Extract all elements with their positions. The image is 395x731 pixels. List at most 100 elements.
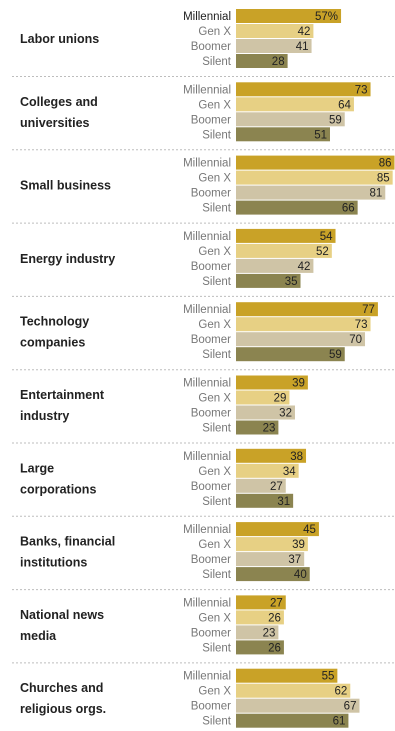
value-label-large-corporations-gen-x: 34 xyxy=(283,466,296,478)
value-label-colleges-and-universities-silent: 51 xyxy=(314,129,327,141)
value-label-labor-unions-silent: 28 xyxy=(272,56,285,68)
bar-small-business-millennial xyxy=(236,155,395,170)
bar-small-business-silent xyxy=(236,200,358,215)
generation-label-energy-industry-silent: Silent xyxy=(202,276,232,288)
institution-label-technology-companies-line1: Technology xyxy=(20,315,89,329)
bar-banks-financial-institutions-millennial xyxy=(236,522,319,537)
institution-label-banks-financial-institutions-line1: Banks, financial xyxy=(20,535,115,549)
bar-technology-companies-gen-x xyxy=(236,317,371,332)
bar-entertainment-industry-gen-x xyxy=(236,390,290,405)
value-label-colleges-and-universities-boomer: 59 xyxy=(329,114,342,126)
value-label-national-news-media-gen-x: 26 xyxy=(268,612,281,624)
value-label-banks-financial-institutions-millennial: 45 xyxy=(303,524,316,536)
bar-colleges-and-universities-gen-x xyxy=(236,97,354,112)
value-label-small-business-millennial: 86 xyxy=(379,158,392,170)
generation-label-national-news-media-boomer: Boomer xyxy=(191,627,231,639)
institution-label-colleges-and-universities-line2: universities xyxy=(20,116,90,130)
institution-label-labor-unions: Labor unions xyxy=(20,32,99,46)
value-label-colleges-and-universities-gen-x: 64 xyxy=(338,99,351,111)
bar-technology-companies-boomer xyxy=(236,332,366,347)
bar-national-news-media-millennial xyxy=(236,595,286,610)
value-label-churches-and-religious-orgs-gen-x: 62 xyxy=(334,686,347,698)
value-label-national-news-media-silent: 26 xyxy=(268,642,281,654)
value-label-churches-and-religious-orgs-silent: 61 xyxy=(333,716,346,728)
generation-label-energy-industry-millennial: Millennial xyxy=(183,231,231,243)
generation-label-banks-financial-institutions-gen-x: Gen X xyxy=(198,539,231,551)
value-label-large-corporations-silent: 31 xyxy=(277,496,290,508)
institution-label-entertainment-industry-line2: industry xyxy=(20,409,69,423)
bar-churches-and-religious-orgs-gen-x xyxy=(236,683,351,698)
institution-label-churches-and-religious-orgs-line1: Churches and xyxy=(20,681,103,695)
bar-colleges-and-universities-boomer xyxy=(236,112,345,127)
institution-label-national-news-media-line1: National news xyxy=(20,608,104,622)
bar-energy-industry-gen-x xyxy=(236,243,332,258)
generation-label-labor-unions-millennial: Millennial xyxy=(183,11,231,23)
value-label-labor-unions-boomer: 41 xyxy=(296,41,309,53)
value-label-entertainment-industry-gen-x: 29 xyxy=(274,393,287,405)
value-label-large-corporations-millennial: 38 xyxy=(290,451,303,463)
bar-labor-unions-silent xyxy=(236,54,288,68)
generation-label-technology-companies-silent: Silent xyxy=(202,349,232,361)
generation-label-labor-unions-silent: Silent xyxy=(202,56,232,68)
generation-label-churches-and-religious-orgs-silent: Silent xyxy=(202,716,232,728)
bar-churches-and-religious-orgs-silent xyxy=(236,713,349,728)
generation-label-technology-companies-millennial: Millennial xyxy=(183,304,231,316)
generation-label-entertainment-industry-millennial: Millennial xyxy=(183,378,231,390)
bar-banks-financial-institutions-gen-x xyxy=(236,537,308,552)
bar-entertainment-industry-boomer xyxy=(236,405,295,420)
generation-label-large-corporations-millennial: Millennial xyxy=(183,451,231,463)
bar-national-news-media-gen-x xyxy=(236,610,284,625)
bar-banks-financial-institutions-boomer xyxy=(236,552,305,567)
value-label-energy-industry-boomer: 42 xyxy=(298,261,311,273)
generation-label-banks-financial-institutions-boomer: Boomer xyxy=(191,554,231,566)
bar-large-corporations-gen-x xyxy=(236,463,299,478)
bar-churches-and-religious-orgs-boomer xyxy=(236,698,360,713)
generation-label-churches-and-religious-orgs-millennial: Millennial xyxy=(183,671,231,683)
generation-label-small-business-millennial: Millennial xyxy=(183,158,231,170)
value-label-entertainment-industry-boomer: 32 xyxy=(279,408,292,420)
generation-label-entertainment-industry-gen-x: Gen X xyxy=(198,393,231,405)
value-label-small-business-gen-x: 85 xyxy=(377,173,390,185)
generation-label-entertainment-industry-silent: Silent xyxy=(202,423,232,435)
generation-label-small-business-silent: Silent xyxy=(202,203,232,215)
bar-large-corporations-boomer xyxy=(236,478,286,493)
bar-energy-industry-millennial xyxy=(236,228,336,243)
institution-label-energy-industry: Energy industry xyxy=(20,252,115,266)
value-label-small-business-boomer: 81 xyxy=(369,188,382,200)
value-label-national-news-media-boomer: 23 xyxy=(263,627,276,639)
bar-energy-industry-boomer xyxy=(236,258,314,273)
bar-labor-unions-gen-x xyxy=(236,24,314,38)
generation-label-small-business-gen-x: Gen X xyxy=(198,173,231,185)
bar-national-news-media-silent xyxy=(236,640,284,655)
generation-label-labor-unions-gen-x: Gen X xyxy=(198,26,231,38)
value-label-energy-industry-silent: 35 xyxy=(285,276,298,288)
generation-label-labor-unions-boomer: Boomer xyxy=(191,41,231,53)
generation-label-banks-financial-institutions-silent: Silent xyxy=(202,569,232,581)
value-label-technology-companies-silent: 59 xyxy=(329,349,342,361)
generation-label-energy-industry-gen-x: Gen X xyxy=(198,246,231,258)
generation-label-technology-companies-boomer: Boomer xyxy=(191,334,231,346)
generation-label-technology-companies-gen-x: Gen X xyxy=(198,319,231,331)
institution-label-entertainment-industry-line1: Entertainment xyxy=(20,388,105,402)
generation-label-colleges-and-universities-silent: Silent xyxy=(202,129,232,141)
bar-large-corporations-silent xyxy=(236,493,294,508)
bar-technology-companies-millennial xyxy=(236,302,378,317)
generation-label-national-news-media-gen-x: Gen X xyxy=(198,612,231,624)
bar-entertainment-industry-silent xyxy=(236,420,279,435)
bar-colleges-and-universities-millennial xyxy=(236,82,371,97)
institution-label-small-business: Small business xyxy=(20,179,111,193)
generation-label-churches-and-religious-orgs-gen-x: Gen X xyxy=(198,686,231,698)
value-label-technology-companies-boomer: 70 xyxy=(349,334,362,346)
generation-label-small-business-boomer: Boomer xyxy=(191,188,231,200)
generation-label-colleges-and-universities-gen-x: Gen X xyxy=(198,99,231,111)
bar-entertainment-industry-millennial xyxy=(236,375,308,390)
bar-energy-industry-silent xyxy=(236,273,301,288)
value-label-entertainment-industry-silent: 23 xyxy=(263,423,276,435)
value-label-entertainment-industry-millennial: 39 xyxy=(292,378,305,390)
generation-label-energy-industry-boomer: Boomer xyxy=(191,261,231,273)
value-label-labor-unions-gen-x: 42 xyxy=(298,26,311,38)
value-label-small-business-silent: 66 xyxy=(342,203,355,215)
bar-banks-financial-institutions-silent xyxy=(236,567,310,582)
generation-label-colleges-and-universities-boomer: Boomer xyxy=(191,114,231,126)
